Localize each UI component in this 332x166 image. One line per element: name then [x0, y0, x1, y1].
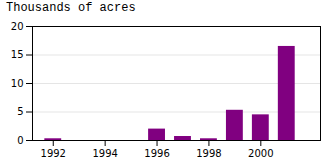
svg-text:5: 5	[17, 106, 23, 117]
svg-text:1994: 1994	[92, 148, 117, 159]
svg-text:20: 20	[11, 21, 24, 32]
svg-text:1996: 1996	[144, 148, 169, 159]
svg-text:1998: 1998	[196, 148, 221, 159]
svg-text:15: 15	[11, 49, 24, 60]
html-text:Thousands of acres: Thousands of acres	[6, 1, 136, 15]
svg-text:10: 10	[11, 78, 24, 89]
svg-text:1992: 1992	[41, 148, 66, 159]
svg-text:2000: 2000	[248, 148, 273, 159]
svg-text:0: 0	[17, 135, 23, 146]
